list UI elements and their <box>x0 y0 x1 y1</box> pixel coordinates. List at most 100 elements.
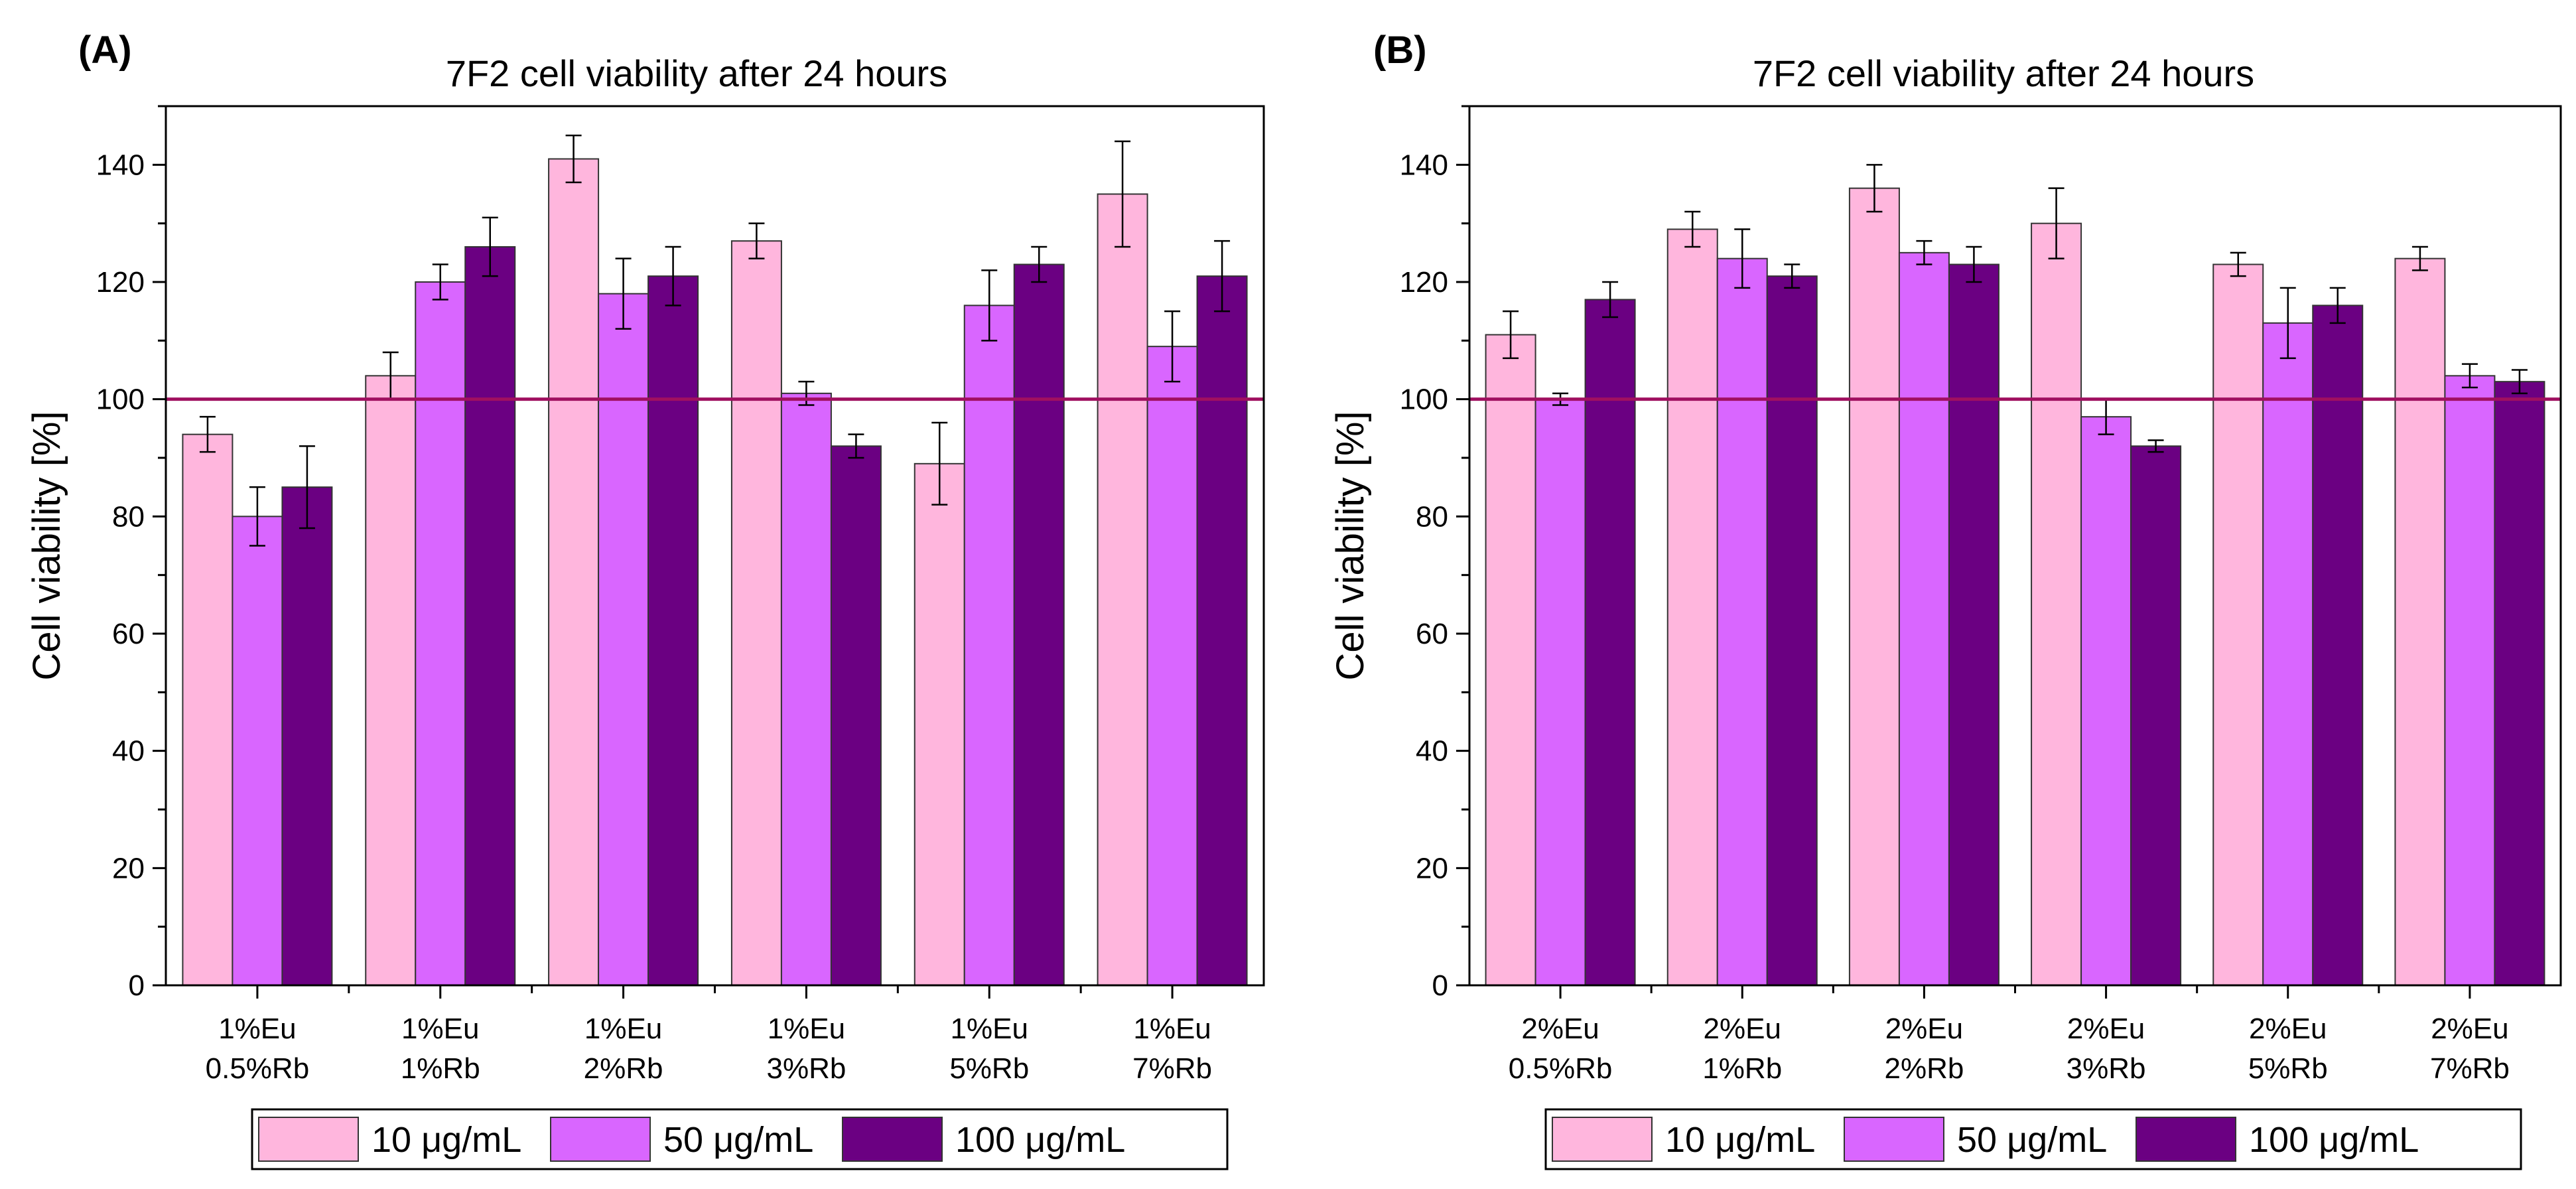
bar-1-1 <box>1485 334 1536 986</box>
x-category-label: 1%Eu <box>401 1013 479 1045</box>
bar-3-5 <box>1013 263 1065 986</box>
x-category-label: 7%Rb <box>2430 1052 2510 1085</box>
bar-2-1 <box>1534 398 1586 986</box>
bar-3-5 <box>2312 305 2364 986</box>
legend-label-3: 100 μg/mL <box>955 1120 1125 1160</box>
x-category-label: 2%Eu <box>1704 1013 1781 1045</box>
legend: 10 μg/mL 50 μg/mL 100 μg/mL <box>1544 1108 2522 1170</box>
bar-1-5 <box>914 462 965 986</box>
bar-2-4 <box>780 392 832 986</box>
bar-3-6 <box>1196 275 1248 987</box>
legend-swatch-2 <box>1844 1117 1944 1162</box>
x-category-label: 1%Eu <box>768 1013 845 1045</box>
legend-label-2: 50 μg/mL <box>663 1120 813 1160</box>
legend-swatch-1 <box>258 1117 359 1162</box>
chart-panel-1: (A) 7F2 cell viability after 24 hours Cell… <box>25 29 1265 1170</box>
x-category-label: 1%Eu <box>584 1013 662 1045</box>
bar-3-6 <box>2494 381 2545 986</box>
y-tick-label: 140 <box>1400 149 1448 181</box>
bar-1-3 <box>548 158 600 986</box>
bar-2-1 <box>232 516 283 986</box>
bar-2-2 <box>1716 257 1768 987</box>
y-axis-title: Cell viability [%] <box>1329 411 1372 680</box>
bar-1-6 <box>2394 257 2446 987</box>
x-category-label: 1%Rb <box>401 1052 480 1085</box>
bar-1-2 <box>365 375 417 986</box>
x-category-label: 2%Eu <box>1885 1013 1963 1045</box>
bar-3-4 <box>2130 445 2182 986</box>
bar-1-3 <box>1848 187 1900 987</box>
y-tick-label: 120 <box>96 266 145 299</box>
y-tick-label: 40 <box>112 735 145 768</box>
legend-label-3: 100 μg/mL <box>2249 1120 2419 1160</box>
x-category-label: 2%Eu <box>1521 1013 1599 1045</box>
x-category-label: 3%Rb <box>2067 1052 2146 1085</box>
x-category-label: 5%Rb <box>2248 1052 2328 1085</box>
bar-2-2 <box>415 281 466 986</box>
y-tick-label: 0 <box>1432 969 1448 1002</box>
legend-swatch-3 <box>2135 1117 2236 1162</box>
y-tick-label: 100 <box>96 384 145 416</box>
y-tick-label: 80 <box>112 500 145 533</box>
bar-3-2 <box>1766 275 1818 987</box>
legend-label-2: 50 μg/mL <box>1957 1120 2107 1160</box>
bar-3-1 <box>1584 299 1636 986</box>
legend-swatch-3 <box>842 1117 943 1162</box>
panel-label: (A) <box>78 29 132 72</box>
legend-label-1: 10 μg/mL <box>1665 1120 1815 1160</box>
bar-3-3 <box>647 275 699 987</box>
x-category-label: 2%Rb <box>584 1052 663 1085</box>
bar-2-5 <box>2262 322 2314 987</box>
y-tick-label: 60 <box>112 618 145 650</box>
bar-3-2 <box>464 246 516 986</box>
chart-title: 7F2 cell viability after 24 hours <box>1753 52 2254 94</box>
legend-swatch-2 <box>550 1117 651 1162</box>
y-tick-label: 100 <box>1400 384 1448 416</box>
bar-2-5 <box>963 305 1015 986</box>
bar-1-4 <box>2031 222 2082 987</box>
bar-1-6 <box>1097 193 1148 986</box>
y-tick-label: 140 <box>96 149 145 181</box>
bar-1-4 <box>730 240 782 987</box>
legend-swatch-1 <box>1552 1117 1653 1162</box>
bar-1-5 <box>2212 263 2264 986</box>
y-axis-title: Cell viability [%] <box>25 411 68 680</box>
bar-3-1 <box>281 486 333 986</box>
bar-1-1 <box>182 433 234 986</box>
bar-3-3 <box>1948 263 2000 986</box>
legend: 10 μg/mL 50 μg/mL 100 μg/mL <box>251 1108 1229 1170</box>
y-tick-label: 20 <box>1416 852 1448 884</box>
x-category-label: 1%Eu <box>951 1013 1028 1045</box>
x-category-label: 2%Eu <box>2249 1013 2327 1045</box>
x-category-label: 1%Rb <box>1702 1052 1782 1085</box>
bar-3-4 <box>830 445 882 986</box>
y-tick-label: 120 <box>1400 266 1448 299</box>
x-category-label: 7%Rb <box>1132 1052 1212 1085</box>
x-category-label: 1%Eu <box>1133 1013 1211 1045</box>
bar-2-3 <box>598 293 649 987</box>
y-tick-label: 60 <box>1416 618 1448 650</box>
bar-2-3 <box>1898 251 1950 986</box>
bar-1-2 <box>1666 228 1718 986</box>
x-category-label: 2%Eu <box>2431 1013 2508 1045</box>
legend-box <box>1544 1108 2522 1170</box>
x-category-label: 3%Rb <box>766 1052 846 1085</box>
x-category-label: 2%Eu <box>2067 1013 2145 1045</box>
bar-2-6 <box>1146 346 1198 986</box>
x-category-label: 0.5%Rb <box>1509 1052 1613 1085</box>
chart-panel-2: (B) 7F2 cell viability after 24 hours Cell… <box>1329 29 2562 1170</box>
y-tick-label: 40 <box>1416 735 1448 768</box>
x-category-label: 2%Rb <box>1884 1052 1964 1085</box>
x-category-label: 0.5%Rb <box>206 1052 310 1085</box>
panel-label: (B) <box>1373 29 1427 72</box>
legend-label-1: 10 μg/mL <box>372 1120 521 1160</box>
x-category-label: 1%Eu <box>218 1013 296 1045</box>
bar-2-4 <box>2080 416 2132 986</box>
y-tick-label: 80 <box>1416 500 1448 533</box>
y-tick-label: 0 <box>129 969 145 1002</box>
chart-title: 7F2 cell viability after 24 hours <box>446 52 947 94</box>
legend-box <box>251 1108 1229 1170</box>
y-tick-label: 20 <box>112 852 145 884</box>
